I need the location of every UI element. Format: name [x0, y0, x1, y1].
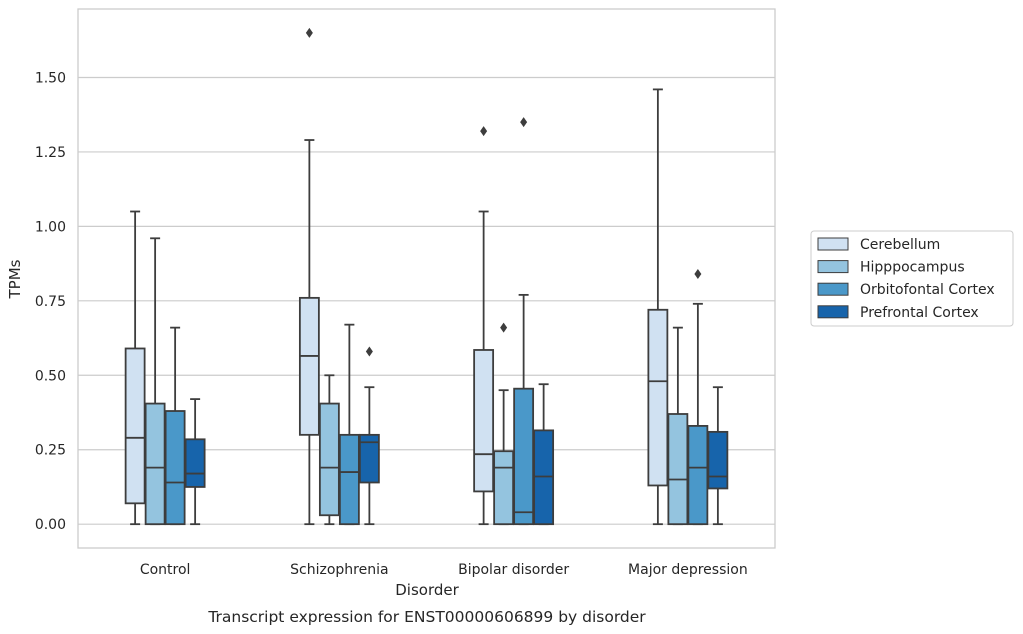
box-body: [298, 296, 320, 436]
x-tick-label: Schizophrenia: [290, 562, 388, 578]
outlier-point: [305, 27, 313, 38]
legend-label: Orbitofontal Cortex: [860, 282, 995, 298]
outlier-point: [694, 269, 702, 280]
box-body: [318, 402, 340, 517]
outlier-point: [500, 322, 508, 333]
box-3-1: [667, 326, 689, 526]
box-2-1: [493, 322, 515, 526]
legend-swatch: [817, 305, 849, 319]
box-body: [124, 347, 146, 505]
box-1-0: [298, 27, 320, 526]
box-2-0: [473, 126, 495, 526]
x-tick-label: Major depression: [628, 562, 748, 578]
y-tick-label: 0.50: [35, 368, 66, 384]
box-0-3: [184, 398, 206, 526]
box-3-3: [707, 386, 729, 526]
plot-area-frame: [77, 8, 776, 549]
x-tick-labels: Control Schizophrenia Bipolar disorder Majo…: [140, 562, 748, 578]
legend-swatch: [817, 237, 849, 251]
legend-swatch: [817, 282, 849, 296]
box-1-3: [358, 346, 380, 526]
legend-label: Cerebellum: [860, 237, 940, 253]
outlier-point: [480, 126, 488, 137]
box-3-0: [647, 88, 669, 526]
outlier-point: [520, 117, 528, 128]
box-groups: [124, 27, 729, 526]
legend-frame: [810, 230, 1014, 327]
box-body: [493, 450, 515, 526]
y-tick-label: 1.25: [35, 145, 66, 161]
outlier-point: [365, 346, 373, 357]
legend-label: Prefrontal Cortex: [860, 305, 979, 321]
box-body: [473, 349, 495, 493]
box-2-2: [513, 117, 535, 526]
box-0-1: [144, 237, 166, 526]
box-3-2: [687, 269, 709, 526]
y-tick-label: 0.25: [35, 443, 66, 459]
box-body: [164, 410, 186, 526]
x-tick-label: Control: [140, 562, 191, 578]
box-body: [184, 438, 206, 488]
y-tick-label: 1.00: [35, 219, 66, 235]
box-1-2: [338, 323, 360, 526]
box-body: [707, 430, 729, 490]
y-axis-label: TPMs: [6, 259, 24, 299]
chart-caption: Transcript expression for ENST0000060689…: [207, 608, 646, 626]
box-0-0: [124, 210, 146, 526]
box-body: [144, 402, 166, 526]
box-0-2: [164, 326, 186, 526]
box-body: [667, 413, 689, 526]
box-body: [687, 425, 709, 526]
box-body: [338, 433, 360, 526]
y-tick-label: 0.00: [35, 517, 66, 533]
box-2-3: [533, 383, 555, 526]
y-tick-label: 0.75: [35, 294, 66, 310]
legend-swatch: [817, 260, 849, 274]
box-body: [358, 433, 380, 484]
box-body: [647, 308, 669, 487]
x-tick-label: Bipolar disorder: [458, 562, 569, 578]
box-body: [513, 387, 535, 526]
box-1-1: [318, 374, 340, 526]
y-tick-labels: 0.00 0.25 0.50 0.75 1.00 1.25 1.50: [35, 70, 66, 533]
legend: Cerebellum Hipppocampus Orbitofontal Corte…: [810, 230, 1014, 327]
legend-label: Hipppocampus: [860, 260, 965, 276]
y-tick-label: 1.50: [35, 70, 66, 86]
x-axis-label: Disorder: [395, 581, 459, 599]
